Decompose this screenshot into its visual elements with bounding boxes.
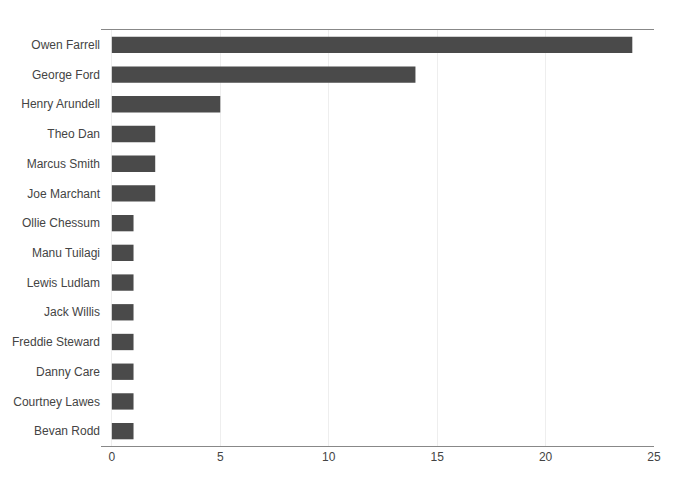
svg-text:Ollie Chessum: Ollie Chessum — [22, 216, 100, 230]
svg-text:Owen Farrell: Owen Farrell — [31, 38, 100, 52]
svg-text:20: 20 — [539, 450, 553, 464]
svg-text:Jack Willis: Jack Willis — [44, 305, 100, 319]
svg-text:Courtney Lawes: Courtney Lawes — [13, 395, 100, 409]
svg-text:Marcus Smith: Marcus Smith — [27, 157, 100, 171]
svg-text:10: 10 — [322, 450, 336, 464]
svg-text:Danny Care: Danny Care — [36, 365, 100, 379]
svg-text:15: 15 — [430, 450, 444, 464]
svg-text:Joe Marchant: Joe Marchant — [27, 187, 100, 201]
svg-text:Theo Dan: Theo Dan — [47, 127, 100, 141]
svg-text:25: 25 — [647, 450, 661, 464]
svg-text:Freddie Steward: Freddie Steward — [12, 335, 100, 349]
svg-text:0: 0 — [108, 450, 115, 464]
svg-text:Manu Tuilagi: Manu Tuilagi — [32, 246, 100, 260]
svg-text:Lewis Ludlam: Lewis Ludlam — [27, 276, 100, 290]
svg-text:Bevan Rodd: Bevan Rodd — [34, 424, 100, 438]
svg-text:Henry Arundell: Henry Arundell — [21, 97, 100, 111]
svg-text:5: 5 — [217, 450, 224, 464]
svg-text:George Ford: George Ford — [32, 68, 100, 82]
